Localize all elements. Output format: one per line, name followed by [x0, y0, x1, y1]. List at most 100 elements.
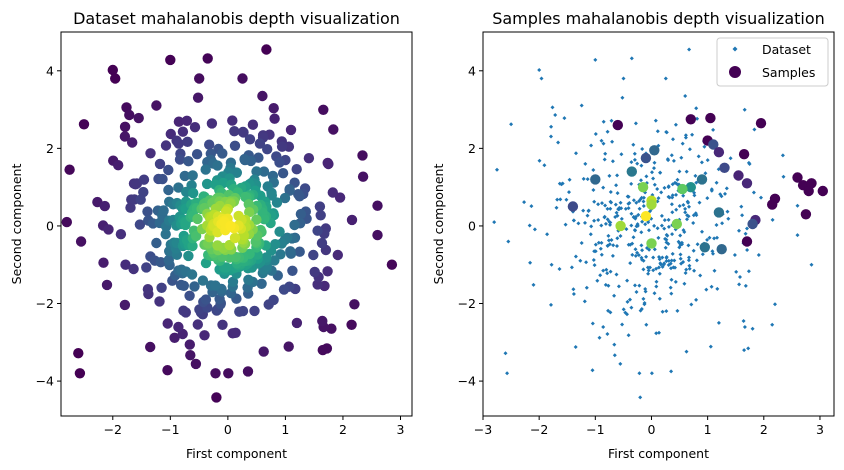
- y-tick-label: −4: [458, 374, 476, 389]
- dataset-point: [673, 279, 678, 284]
- dataset-point: [628, 297, 632, 302]
- dataset-point: [618, 234, 623, 238]
- y-tick-label: −2: [458, 296, 476, 311]
- dataset-point: [522, 200, 527, 205]
- dataset-point: [666, 184, 671, 189]
- dataset-point: [726, 216, 731, 221]
- dataset-point: [664, 130, 669, 134]
- sample-point: [590, 174, 601, 185]
- dataset-point: [795, 233, 800, 238]
- left-x-axis-label: First component: [186, 446, 287, 461]
- data-point: [328, 124, 339, 135]
- dataset-point: [654, 284, 659, 289]
- dataset-point: [686, 214, 691, 219]
- dataset-point: [571, 287, 576, 292]
- data-point: [156, 282, 167, 293]
- dataset-point: [492, 220, 497, 225]
- dataset-point: [593, 57, 598, 62]
- dataset-point: [725, 209, 730, 214]
- dataset-point: [495, 167, 499, 172]
- data-point: [184, 290, 195, 301]
- data-point: [173, 182, 184, 193]
- dataset-point: [603, 151, 608, 156]
- dataset-point: [618, 361, 623, 366]
- data-point: [73, 348, 84, 359]
- data-point: [261, 44, 272, 55]
- dataset-point: [625, 194, 630, 199]
- data-point: [189, 281, 200, 292]
- data-point: [237, 73, 248, 84]
- dataset-point: [620, 322, 625, 327]
- dataset-point: [654, 266, 659, 271]
- dataset-point: [549, 262, 554, 267]
- data-point: [110, 73, 121, 84]
- dataset-point: [605, 271, 610, 276]
- dataset-point: [503, 351, 508, 356]
- dataset-point: [629, 56, 634, 61]
- data-point: [346, 319, 357, 330]
- dataset-point: [714, 223, 719, 227]
- dataset-point: [659, 190, 664, 195]
- data-point: [229, 232, 241, 244]
- dataset-point: [742, 348, 747, 353]
- dataset-point: [662, 185, 667, 190]
- data-point: [318, 104, 329, 116]
- data-point: [227, 115, 238, 126]
- dataset-point: [678, 243, 683, 247]
- dataset-point: [679, 155, 684, 160]
- dataset-point: [669, 153, 674, 158]
- data-point: [191, 149, 203, 160]
- data-point: [160, 140, 172, 151]
- dataset-point: [590, 321, 595, 326]
- x-tick-label: 2: [339, 422, 347, 437]
- dataset-point: [699, 160, 704, 165]
- dataset-point: [652, 182, 657, 187]
- data-point: [334, 192, 346, 203]
- dataset-point: [642, 302, 647, 307]
- dataset-point: [695, 242, 700, 247]
- dataset-point: [745, 226, 749, 231]
- data-point: [192, 213, 203, 225]
- dataset-point: [663, 236, 668, 241]
- dataset-point: [683, 206, 688, 211]
- dataset-point: [542, 163, 547, 168]
- dataset-point: [694, 258, 699, 263]
- dataset-point: [742, 325, 747, 329]
- dataset-point: [624, 227, 629, 232]
- dataset-point: [650, 170, 654, 175]
- dataset-point: [625, 278, 630, 283]
- sample-point: [767, 199, 778, 210]
- dataset-point: [601, 141, 606, 146]
- dataset-point: [635, 161, 640, 166]
- dataset-point: [685, 217, 689, 222]
- data-point: [186, 269, 198, 280]
- dataset-point: [589, 224, 594, 229]
- dataset-point: [668, 285, 673, 290]
- dataset-point: [649, 371, 654, 376]
- data-point: [173, 138, 184, 149]
- data-point: [268, 294, 279, 306]
- dataset-point: [639, 178, 643, 183]
- dataset-point: [654, 279, 659, 284]
- data-point: [197, 275, 209, 286]
- dataset-point: [610, 159, 615, 164]
- data-point: [259, 214, 270, 225]
- dataset-point: [627, 201, 632, 205]
- data-point: [169, 332, 180, 343]
- data-point: [285, 246, 296, 257]
- dataset-point: [750, 326, 755, 331]
- dataset-point: [555, 197, 560, 202]
- left-data-points: [61, 44, 398, 403]
- dataset-point: [614, 183, 619, 188]
- dataset-point: [608, 269, 613, 274]
- data-point: [138, 174, 150, 185]
- dataset-point: [689, 302, 694, 307]
- dataset-point: [573, 254, 578, 259]
- dataset-point: [615, 191, 620, 196]
- y-tick-label: 2: [46, 141, 54, 156]
- dataset-point: [664, 255, 669, 260]
- dataset-point: [585, 213, 590, 218]
- data-point: [285, 124, 297, 136]
- dataset-point: [623, 310, 628, 315]
- data-point: [317, 315, 328, 327]
